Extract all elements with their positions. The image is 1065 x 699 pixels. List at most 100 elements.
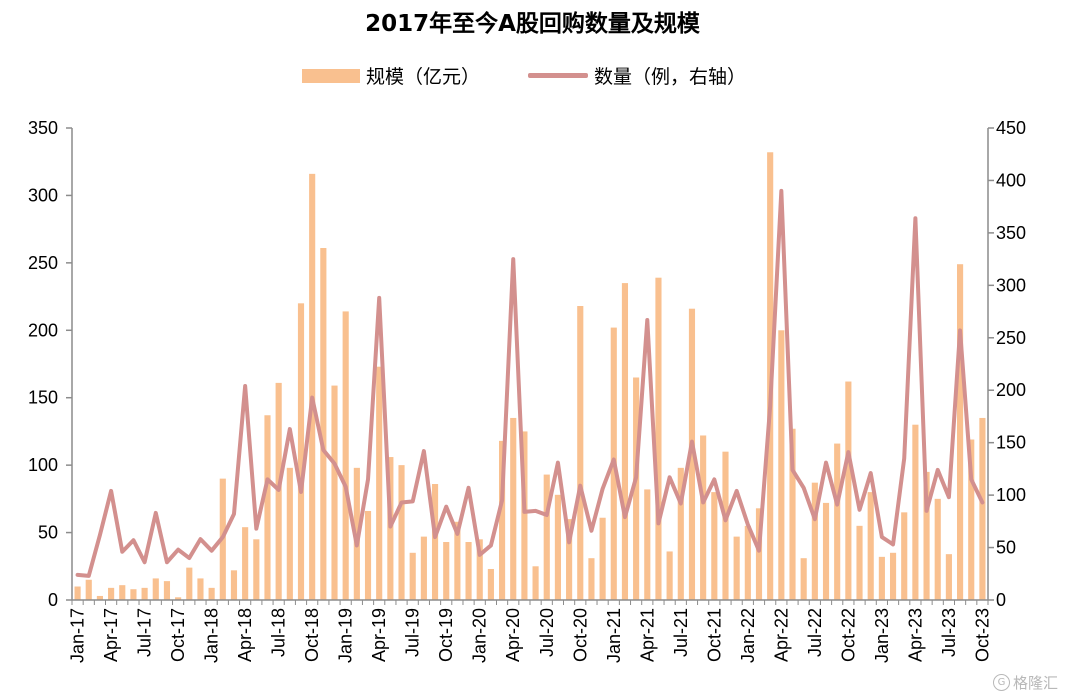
bar-Nov-17 [186,567,193,600]
bar-May-22 [789,428,796,600]
bar-Oct-20 [577,306,584,600]
right-tick-label: 200 [996,380,1026,400]
bar-Apr-20 [510,417,517,600]
bar-Oct-22 [845,381,852,600]
bar-Nov-21 [722,451,729,600]
legend: 规模（亿元） 数量（例，右轴） [0,62,1065,90]
bar-Mar-20 [499,440,506,600]
bar-Dec-21 [733,536,740,600]
left-tick-label: 200 [28,320,58,340]
legend-item-bars: 规模（亿元） [302,62,480,89]
bar-Feb-23 [889,552,897,600]
x-tick-label: Apr-23 [905,608,925,662]
right-tick-label: 100 [996,485,1026,505]
x-tick-label: Jan-17 [68,608,88,663]
left-tick-label: 100 [28,455,58,475]
legend-line-label: 数量（例，右轴） [594,66,747,88]
bar-Apr-17 [108,587,115,600]
x-tick-label: Apr-20 [503,608,523,662]
bar-Jul-20 [543,474,550,600]
x-tick-label: Oct-22 [838,608,858,662]
x-tick-label: Oct-19 [436,608,456,662]
x-tick-label: Apr-17 [101,608,121,662]
bar-Feb-21 [621,283,629,600]
x-tick-label: Oct-23 [972,608,992,662]
bar-Apr-21 [644,489,651,600]
bar-Jan-17 [74,586,81,600]
bar-Jan-18 [208,587,215,600]
bar-Sep-17 [163,581,171,600]
bar-Dec-18 [331,385,338,600]
right-tick-label: 0 [996,590,1006,610]
watermark-text: 格隆汇 [1013,674,1059,692]
bar-Oct-19 [443,542,450,600]
bar-Aug-22 [822,502,830,600]
x-tick-label: Apr-22 [771,608,791,662]
legend-line-swatch [528,73,588,78]
bar-Jul-19 [409,552,416,600]
bar-Jun-23 [934,498,941,600]
left-tick-label: 300 [28,185,58,205]
bar-Dec-17 [197,578,204,600]
right-tick-label: 50 [996,538,1016,558]
bar-Oct-18 [309,173,316,600]
x-tick-label: Oct-17 [168,608,188,662]
bar-Apr-22 [778,330,785,600]
bar-Nov-18 [320,248,327,600]
left-tick-label: 50 [38,523,58,543]
bar-Aug-18 [286,467,293,600]
left-tick-label: 250 [28,253,58,273]
x-tick-label: Jul-18 [269,608,289,657]
bar-Apr-18 [242,527,249,600]
legend-bar-label: 规模（亿元） [366,66,481,88]
count-series-line [75,188,985,578]
bar-May-18 [253,539,260,600]
bar-Aug-17 [152,578,159,600]
bar-Feb-20 [487,568,494,600]
bar-Aug-20 [554,494,561,600]
bar-Nov-20 [588,558,595,600]
bar-Mar-19 [364,510,372,600]
bar-Aug-23 [957,264,964,600]
bar-Dec-20 [599,517,606,600]
x-tick-label: Apr-19 [369,608,389,662]
x-tick-label: Jan-20 [470,608,490,663]
x-tick-label: Oct-18 [302,608,322,662]
bar-Dec-19 [465,542,472,600]
x-tick-label: Jan-22 [738,608,758,663]
x-tick-label: Jul-19 [403,608,423,657]
right-tick-label: 400 [996,170,1026,190]
bar-Jul-23 [945,554,952,600]
right-tick-label: 250 [996,328,1026,348]
bar-Oct-17 [175,597,182,600]
legend-item-line: 数量（例，右轴） [528,62,746,89]
x-tick-label: Jan-21 [604,608,624,663]
bar-Feb-17 [85,579,92,600]
bar-Sep-20 [566,519,573,600]
right-tick-label: 300 [996,275,1026,295]
bar-Jun-20 [532,566,539,600]
x-tick-label: Jan-18 [202,608,222,663]
x-tick-label: Jul-17 [135,608,155,657]
bar-Apr-23 [912,424,919,600]
bar-Jun-22 [800,558,807,600]
bar-Sep-23 [968,439,975,600]
bar-Mar-23 [901,512,908,600]
bar-Aug-19 [420,536,427,600]
bar-Nov-22 [856,525,863,600]
right-tick-label: 450 [996,118,1026,138]
bar-Aug-21 [688,308,696,600]
bar-Feb-22 [755,508,763,600]
bar-May-23 [923,471,930,600]
bar-Jun-18 [264,415,271,600]
axes-layer: 0 50 100 150 200 250 300 350 0 50 100 150 200 250 300 3… [28,118,1026,663]
x-tick-label: Jan-19 [336,608,356,663]
chart-title: 2017年至今A股回购数量及规模 [365,11,700,37]
bar-May-21 [655,277,662,600]
bar-Sep-22 [834,443,841,600]
bar-Jun-21 [666,551,673,600]
bars-layer [74,152,986,600]
legend-bar-swatch [302,68,360,83]
bar-Jan-20 [476,539,483,600]
x-tick-label: Jul-23 [939,608,959,657]
